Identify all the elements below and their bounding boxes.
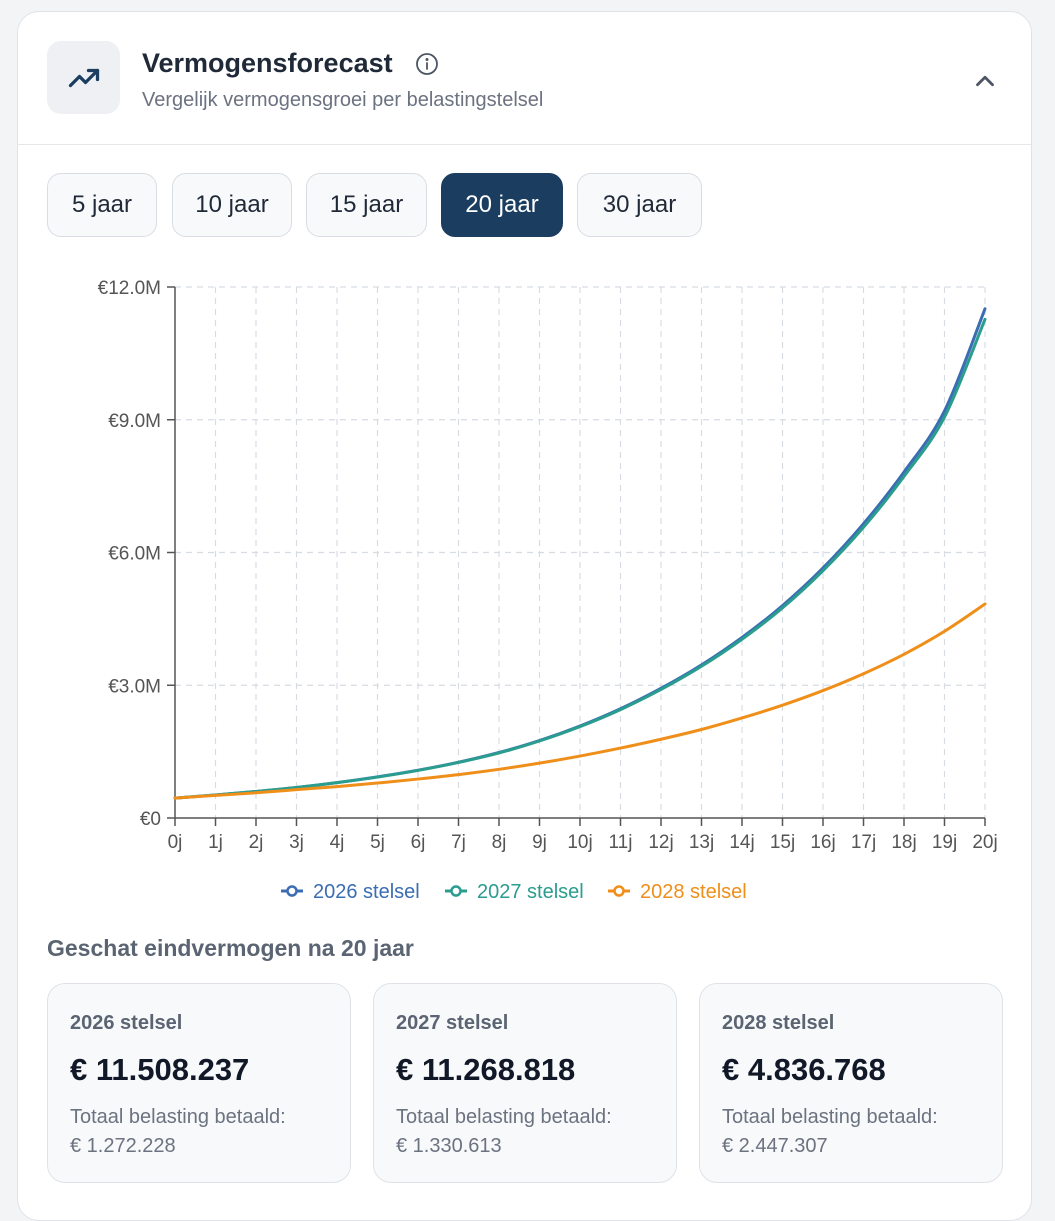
results-title: Geschat eindvermogen na 20 jaar xyxy=(47,935,414,961)
card-title: Vermogensforecast xyxy=(142,48,393,78)
result-card-2028: 2028 stelsel € 4.836.768 Totaal belastin… xyxy=(699,983,1003,1183)
tab-30-jaar[interactable]: 30 jaar xyxy=(577,173,702,237)
x-tick-label: 17j xyxy=(851,832,876,853)
forecast-line-chart: €0 €3.0M €6.0M €9.0M €12.0M 0j 1j 2j 3j 4j 5j 6j 7j 8… xyxy=(98,278,998,903)
x-tick-label: 20j xyxy=(972,832,997,853)
chevron-up-icon[interactable] xyxy=(970,66,1000,96)
x-tick-label: 6j xyxy=(411,832,426,853)
legend-label[interactable]: 2026 stelsel xyxy=(313,881,420,903)
result-name: 2028 stelsel xyxy=(722,1012,835,1034)
y-tick-label: €6.0M xyxy=(108,544,161,565)
x-tick-label: 10j xyxy=(567,832,592,853)
result-tax-value: € 1.330.613 xyxy=(396,1135,502,1157)
card-header: Vermogensforecast Vergelijk vermogensgro… xyxy=(18,12,1031,145)
x-tick-label: 13j xyxy=(689,832,714,853)
series-line-2028-stelsel xyxy=(173,602,987,800)
x-tick-label: 2j xyxy=(249,832,264,853)
x-tick-label: 18j xyxy=(891,832,916,853)
result-card-2026: 2026 stelsel € 11.508.237 Totaal belasti… xyxy=(47,983,351,1183)
info-icon[interactable] xyxy=(415,52,439,76)
result-value: € 11.268.818 xyxy=(396,1052,576,1087)
x-tick-label: 4j xyxy=(330,832,345,853)
y-tick-label: €12.0M xyxy=(98,278,161,299)
x-tick-label: 15j xyxy=(770,832,795,853)
legend-label[interactable]: 2028 stelsel xyxy=(640,881,747,903)
result-tax-label: Totaal belasting betaald: xyxy=(396,1106,612,1128)
x-tick-label: 14j xyxy=(729,832,754,853)
x-tick-label: 5j xyxy=(370,832,385,853)
card-subtitle: Vergelijk vermogensgroei per belastingst… xyxy=(142,89,544,111)
result-value: € 11.508.237 xyxy=(70,1052,250,1087)
header-icon-box xyxy=(47,41,120,114)
x-tick-label: 9j xyxy=(532,832,547,853)
x-tick-label: 0j xyxy=(168,832,183,853)
result-name: 2026 stelsel xyxy=(70,1012,183,1034)
result-tax-value: € 1.272.228 xyxy=(70,1135,176,1157)
legend-marker-icon xyxy=(286,885,298,897)
x-tick-label: 7j xyxy=(451,832,466,853)
x-tick-label: 11j xyxy=(609,832,633,853)
x-tick-label: 16j xyxy=(810,832,835,853)
tab-5-jaar[interactable]: 5 jaar xyxy=(47,173,157,237)
x-tick-label: 3j xyxy=(289,832,304,853)
y-tick-label: €0 xyxy=(140,809,161,830)
x-tick-label: 12j xyxy=(648,832,673,853)
result-value: € 4.836.768 xyxy=(722,1052,886,1087)
series-line-2027-stelsel xyxy=(173,317,987,800)
legend-marker-icon xyxy=(613,885,625,897)
tab-10-jaar[interactable]: 10 jaar xyxy=(172,173,292,237)
tab-20-jaar[interactable]: 20 jaar xyxy=(441,173,563,237)
legend-marker-icon xyxy=(450,885,462,897)
y-tick-label: €3.0M xyxy=(108,676,161,697)
y-tick-label: €9.0M xyxy=(108,411,161,432)
tab-15-jaar[interactable]: 15 jaar xyxy=(306,173,427,237)
result-tax-label: Totaal belasting betaald: xyxy=(722,1106,938,1128)
forecast-card: Vermogensforecast Vergelijk vermogensgro… xyxy=(17,11,1032,1221)
x-tick-label: 1j xyxy=(208,832,223,853)
result-tax-value: € 2.447.307 xyxy=(722,1135,828,1157)
trending-up-icon xyxy=(68,68,99,87)
x-tick-label: 8j xyxy=(492,832,507,853)
result-card-2027: 2027 stelsel € 11.268.818 Totaal belasti… xyxy=(373,983,677,1183)
x-tick-label: 19j xyxy=(932,832,957,853)
result-tax-label: Totaal belasting betaald: xyxy=(70,1106,286,1128)
result-name: 2027 stelsel xyxy=(396,1012,509,1034)
legend-label[interactable]: 2027 stelsel xyxy=(477,881,584,903)
